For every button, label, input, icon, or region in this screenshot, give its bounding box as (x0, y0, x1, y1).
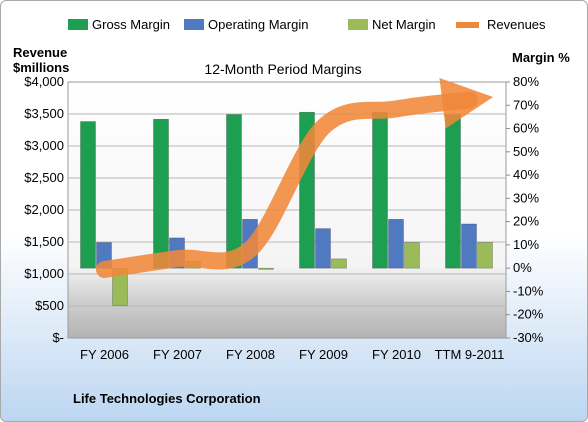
revenues-point (468, 98, 471, 101)
legend-swatch-operating-margin (184, 19, 204, 30)
right-axis-tick-label: 60% (513, 121, 539, 136)
x-axis-category-label: FY 2009 (299, 347, 348, 362)
revenues-point (395, 107, 398, 110)
bar-operating-margin (315, 228, 331, 269)
right-axis-tick-label: 80% (513, 74, 539, 89)
revenues-point (322, 125, 325, 128)
left-axis-tick-label: $3,500 (24, 106, 64, 121)
revenues-point (103, 268, 106, 271)
legend-label-net-margin: Net Margin (372, 17, 436, 32)
bar-gross-margin (80, 121, 96, 269)
bar-operating-margin (461, 223, 477, 269)
bar-gross-margin (445, 114, 461, 269)
right-axis-tick-label: -20% (513, 307, 544, 322)
bar-net-margin (258, 267, 274, 270)
footer-company-name: Life Technologies Corporation (73, 391, 261, 406)
left-axis-tick-label: $1,500 (24, 234, 64, 249)
left-axis-tick-label: $2,000 (24, 202, 64, 217)
bar-net-margin (404, 242, 420, 269)
right-axis-tick-label: 30% (513, 190, 539, 205)
left-axis-title-line-1: Revenue (13, 45, 67, 60)
legend-swatch-gross-margin (68, 19, 88, 30)
right-axis-tick-label: 70% (513, 97, 539, 112)
right-axis-tick-label: 10% (513, 237, 539, 252)
revenues-point (176, 257, 179, 260)
legend-label-operating-margin: Operating Margin (208, 17, 308, 32)
revenue-line (96, 77, 494, 279)
left-axis-title-line-2: $millions (13, 60, 69, 75)
chart-title: 12-Month Period Margins (204, 61, 361, 77)
legend-swatch-net-margin (348, 19, 368, 30)
bar-gross-margin (153, 118, 169, 269)
left-axis-tick-label: $1,000 (24, 266, 64, 281)
legend: Gross Margin Operating Margin Net Margin… (68, 17, 546, 32)
x-axis-category-label: FY 2008 (226, 347, 275, 362)
bar-net-margin (477, 242, 493, 269)
legend-label-revenues: Revenues (487, 17, 546, 32)
right-axis-tick-label: 0% (513, 260, 532, 275)
right-axis-tick-label: -10% (513, 283, 544, 298)
left-axis-tick-label: $- (52, 330, 64, 345)
x-axis-category-label: FY 2006 (80, 347, 129, 362)
x-axis-category-label: TTM 9-2011 (435, 347, 505, 362)
x-axis-category-label: FY 2007 (153, 347, 202, 362)
bar-gross-margin (226, 114, 242, 269)
right-axis-tick-label: 50% (513, 144, 539, 159)
right-axis-tick-label: -30% (513, 330, 544, 345)
right-axis-tick-label: 20% (513, 214, 539, 229)
revenues-line (96, 77, 494, 279)
right-axis-tick-label: 40% (513, 167, 539, 182)
right-axis-title: Margin % (512, 50, 570, 65)
revenues-point (249, 248, 252, 251)
bar-net-margin (331, 258, 347, 269)
bar-gross-margin (372, 111, 388, 269)
left-axis-tick-label: $3,000 (24, 138, 64, 153)
legend-label-gross-margin: Gross Margin (92, 17, 170, 32)
x-axis-category-label: FY 2010 (372, 347, 421, 362)
left-axis-tick-label: $4,000 (24, 74, 64, 89)
left-axis-tick-label: $2,500 (24, 170, 64, 185)
left-axis-tick-label: $500 (35, 298, 64, 313)
axes: $- $500 $1,000 $1,500 $2,000 $2,500 $3,000 $3,5… (24, 74, 544, 362)
bar-operating-margin (388, 219, 404, 269)
